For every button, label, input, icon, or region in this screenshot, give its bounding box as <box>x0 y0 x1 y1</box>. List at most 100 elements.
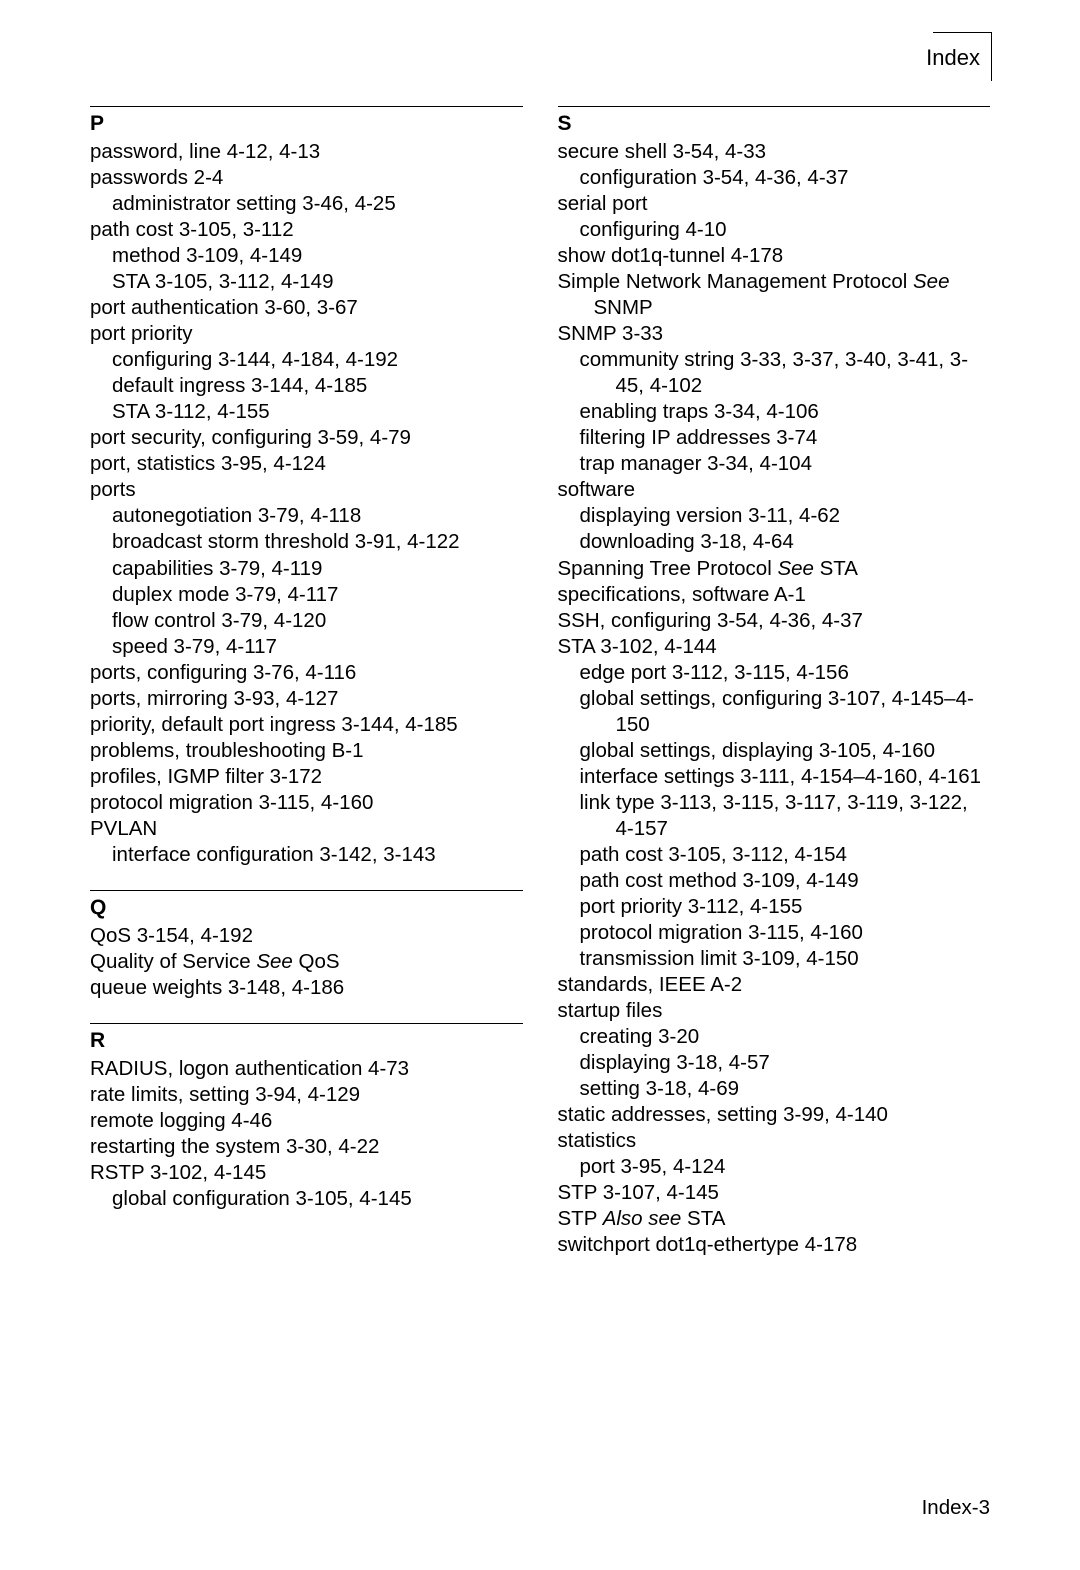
section-letter: R <box>90 1029 523 1053</box>
index-entry: configuration 3-54, 4-36, 4-37 <box>580 165 991 191</box>
index-page: Index Ppassword, line 4-12, 4-13password… <box>0 0 1080 1258</box>
index-entry: link type 3-113, 3-115, 3-117, 3-119, 3-… <box>580 790 991 842</box>
index-entry: PVLAN <box>90 816 523 842</box>
index-entry: filtering IP addresses 3-74 <box>580 425 991 451</box>
index-entry: configuring 4-10 <box>580 217 991 243</box>
index-entry: protocol migration 3-115, 4-160 <box>580 920 991 946</box>
index-entry: autonegotiation 3-79, 4-118 <box>112 503 523 529</box>
index-entry: STP 3-107, 4-145 <box>558 1180 991 1206</box>
index-entry: secure shell 3-54, 4-33 <box>558 139 991 165</box>
index-entry: queue weights 3-148, 4-186 <box>90 975 523 1001</box>
index-entry: interface settings 3-111, 4-154–4-160, 4… <box>580 764 991 790</box>
index-entry: profiles, IGMP filter 3-172 <box>90 764 523 790</box>
index-entry: creating 3-20 <box>580 1024 991 1050</box>
index-entry: remote logging 4-46 <box>90 1108 523 1134</box>
index-entry: setting 3-18, 4-69 <box>580 1076 991 1102</box>
page-number: Index-3 <box>922 1496 990 1519</box>
index-entry: rate limits, setting 3-94, 4-129 <box>90 1082 523 1108</box>
section-divider <box>90 890 523 891</box>
index-entry: serial port <box>558 191 991 217</box>
index-entry: global configuration 3-105, 4-145 <box>112 1186 523 1212</box>
see-reference: See <box>913 270 949 293</box>
index-section: Ppassword, line 4-12, 4-13passwords 2-4a… <box>90 106 523 868</box>
index-entry: capabilities 3-79, 4-119 <box>112 556 523 582</box>
index-entry: configuring 3-144, 4-184, 4-192 <box>112 347 523 373</box>
index-columns: Ppassword, line 4-12, 4-13passwords 2-4a… <box>90 106 990 1258</box>
index-entry: Quality of Service See QoS <box>90 949 523 975</box>
index-entry: port priority 3-112, 4-155 <box>580 894 991 920</box>
section-divider <box>558 106 991 107</box>
index-entry: global settings, configuring 3-107, 4-14… <box>580 686 991 738</box>
index-entry: ports <box>90 477 523 503</box>
see-reference: See <box>777 557 819 580</box>
index-entry: statistics <box>558 1128 991 1154</box>
index-section: Q QoS 3-154, 4-192Quality of Service See … <box>90 890 523 1001</box>
index-entry: STA 3-105, 3-112, 4-149 <box>112 269 523 295</box>
index-entry: Simple Network Management Protocol See S… <box>558 269 991 321</box>
index-entry: default ingress 3-144, 4-185 <box>112 373 523 399</box>
index-entry: RADIUS, logon authentication 4-73 <box>90 1056 523 1082</box>
section-letter: Q <box>90 896 523 920</box>
index-entry: downloading 3-18, 4-64 <box>580 529 991 555</box>
index-entry: Spanning Tree Protocol See STA <box>558 556 991 582</box>
index-section: R RADIUS, logon authentication 4-73rate l… <box>90 1023 523 1212</box>
index-entry: STP Also see STA <box>558 1206 991 1232</box>
index-entry: STA 3-102, 4-144 <box>558 634 991 660</box>
index-entry: port security, configuring 3-59, 4-79 <box>90 425 523 451</box>
index-entry: duplex mode 3-79, 4-117 <box>112 582 523 608</box>
section-divider <box>90 106 523 107</box>
index-entry: show dot1q-tunnel 4-178 <box>558 243 991 269</box>
index-entry: speed 3-79, 4-117 <box>112 634 523 660</box>
index-entry: port authentication 3-60, 3-67 <box>90 295 523 321</box>
index-entry: password, line 4-12, 4-13 <box>90 139 523 165</box>
index-entry: RSTP 3-102, 4-145 <box>90 1160 523 1186</box>
index-entry: path cost 3-105, 3-112, 4-154 <box>580 842 991 868</box>
index-entry: priority, default port ingress 3-144, 4-… <box>90 712 523 738</box>
index-entry: ports, mirroring 3-93, 4-127 <box>90 686 523 712</box>
index-entry: enabling traps 3-34, 4-106 <box>580 399 991 425</box>
index-entry: port, statistics 3-95, 4-124 <box>90 451 523 477</box>
right-column: Ssecure shell 3-54, 4-33configuration 3-… <box>558 106 991 1258</box>
index-entry: path cost 3-105, 3-112 <box>90 217 523 243</box>
index-entry: software <box>558 477 991 503</box>
section-letter: S <box>558 112 991 136</box>
page-footer: Index-3 <box>922 1496 990 1520</box>
index-entry: edge port 3-112, 3-115, 4-156 <box>580 660 991 686</box>
see-reference: See <box>256 950 298 973</box>
index-entry: ports, configuring 3-76, 4-116 <box>90 660 523 686</box>
index-entry: global settings, displaying 3-105, 4-160 <box>580 738 991 764</box>
index-entry: displaying version 3-11, 4-62 <box>580 503 991 529</box>
left-column: Ppassword, line 4-12, 4-13passwords 2-4a… <box>90 106 523 1258</box>
index-entry: transmission limit 3-109, 4-150 <box>580 946 991 972</box>
index-entry: specifications, software A-1 <box>558 582 991 608</box>
index-entry: trap manager 3-34, 4-104 <box>580 451 991 477</box>
index-entry: switchport dot1q-ethertype 4-178 <box>558 1232 991 1258</box>
index-entry: STA 3-112, 4-155 <box>112 399 523 425</box>
index-entry: port priority <box>90 321 523 347</box>
section-divider <box>90 1023 523 1024</box>
index-entry: administrator setting 3-46, 4-25 <box>112 191 523 217</box>
index-entry: flow control 3-79, 4-120 <box>112 608 523 634</box>
page-header: Index <box>90 45 990 71</box>
index-entry: community string 3-33, 3-37, 3-40, 3-41,… <box>580 347 991 399</box>
index-entry: startup files <box>558 998 991 1024</box>
index-entry: static addresses, setting 3-99, 4-140 <box>558 1102 991 1128</box>
index-entry: standards, IEEE A-2 <box>558 972 991 998</box>
index-entry: method 3-109, 4-149 <box>112 243 523 269</box>
index-entry: interface configuration 3-142, 3-143 <box>112 842 523 868</box>
index-entry: passwords 2-4 <box>90 165 523 191</box>
index-entry: broadcast storm threshold 3-91, 4-122 <box>112 529 523 555</box>
index-entry: path cost method 3-109, 4-149 <box>580 868 991 894</box>
index-entry: port 3-95, 4-124 <box>580 1154 991 1180</box>
index-entry: restarting the system 3-30, 4-22 <box>90 1134 523 1160</box>
index-entry: SSH, configuring 3-54, 4-36, 4-37 <box>558 608 991 634</box>
index-entry: protocol migration 3-115, 4-160 <box>90 790 523 816</box>
index-entry: SNMP 3-33 <box>558 321 991 347</box>
index-entry: displaying 3-18, 4-57 <box>580 1050 991 1076</box>
index-entry: problems, troubleshooting B-1 <box>90 738 523 764</box>
header-corner-decoration <box>933 32 992 81</box>
index-section: Ssecure shell 3-54, 4-33configuration 3-… <box>558 106 991 1258</box>
index-entry: QoS 3-154, 4-192 <box>90 923 523 949</box>
section-letter: P <box>90 112 523 136</box>
see-reference: Also see <box>603 1207 687 1230</box>
